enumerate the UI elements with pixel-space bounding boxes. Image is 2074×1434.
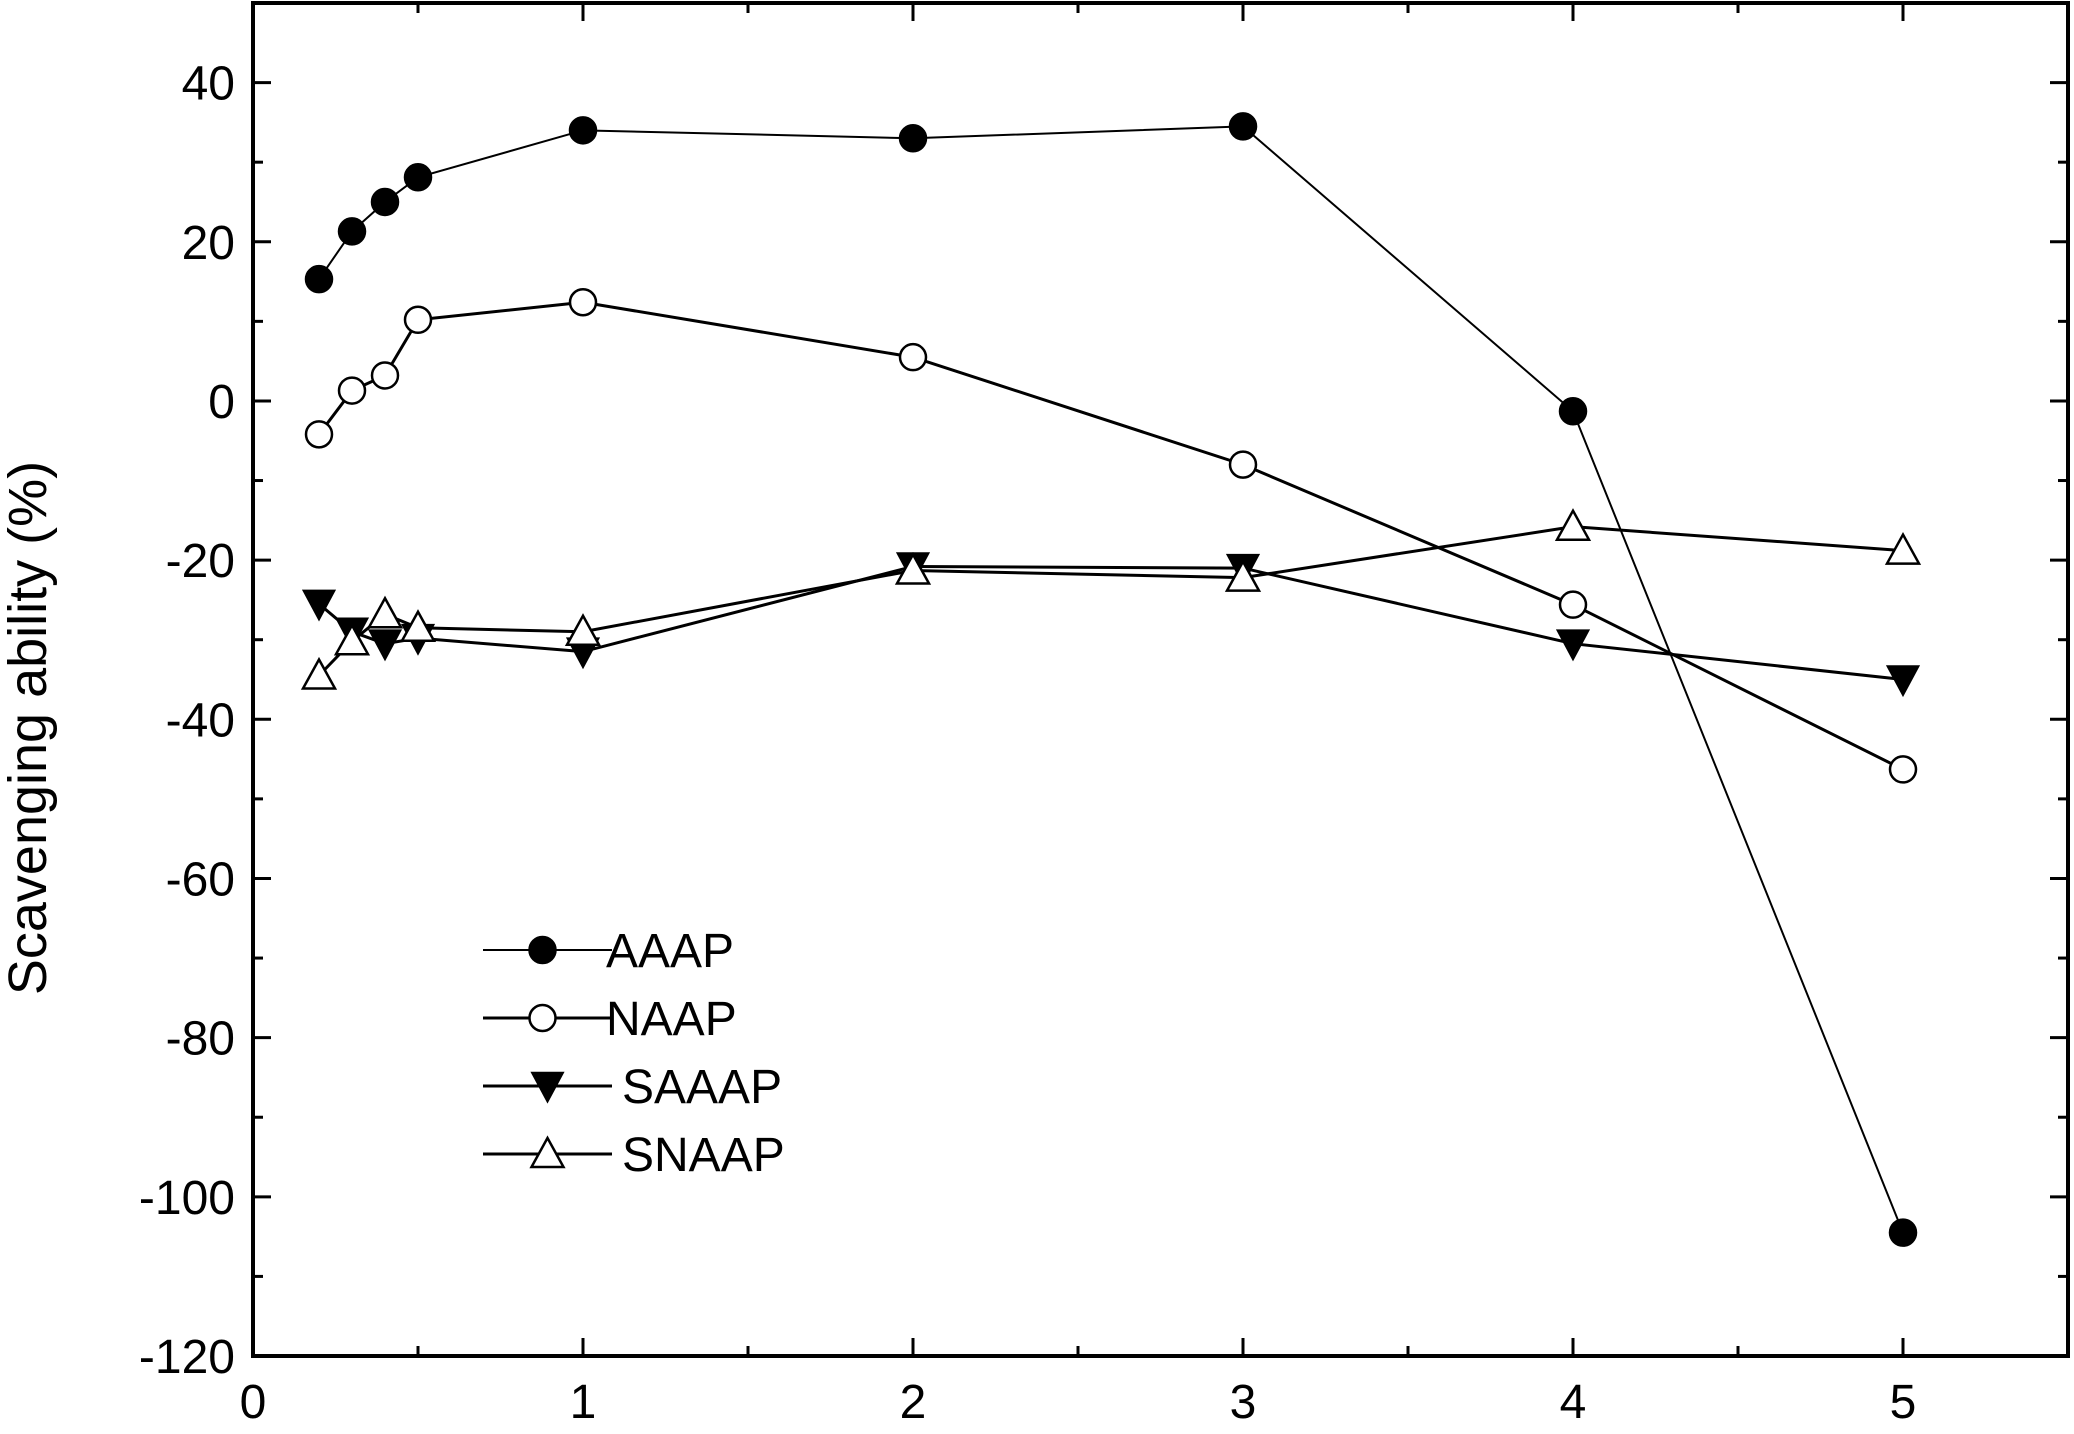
legend-item-naap: NAAP	[483, 993, 737, 1046]
x-axis-ticks: 0 1 2 3 4 5	[240, 3, 1917, 1429]
legend-label: SAAAP	[622, 1061, 782, 1114]
legend-item-aaap: AAAP	[483, 925, 734, 978]
data-point-saaap	[1885, 665, 1921, 698]
series-line-naap	[317, 300, 1904, 771]
data-point-aaap	[568, 116, 598, 145]
x-tick-label: 3	[1230, 1376, 1257, 1429]
data-point-naap	[370, 361, 400, 390]
y-tick-label: -100	[139, 1172, 235, 1225]
x-tick-label: 0	[240, 1376, 267, 1429]
data-point-naap	[1228, 450, 1258, 479]
y-tick-label: 20	[182, 217, 235, 270]
data-point-snaap	[399, 609, 437, 643]
data-point-aaap	[1888, 1218, 1918, 1247]
x-tick-label: 1	[570, 1376, 597, 1429]
legend-item-snaap: SNAAP	[483, 1129, 785, 1182]
data-point-naap	[568, 288, 598, 317]
data-point-saaap	[301, 589, 337, 622]
y-tick-label: -120	[139, 1331, 235, 1384]
y-axis-title: Scavenging ability (%)	[0, 461, 58, 995]
series-line-aaap	[318, 125, 1904, 1234]
legend-label: NAAP	[606, 993, 737, 1046]
legend-item-saaap: SAAAP	[483, 1061, 782, 1114]
x-tick-label: 4	[1560, 1376, 1587, 1429]
data-point-aaap	[304, 264, 334, 294]
y-tick-label: -20	[166, 535, 235, 588]
y-tick-label: -60	[166, 853, 235, 906]
data-point-aaap	[403, 163, 433, 192]
data-point-saaap	[1555, 629, 1591, 662]
legend-marker	[528, 1003, 557, 1033]
data-point-naap	[1558, 590, 1588, 619]
data-point-aaap	[370, 187, 400, 217]
data-point-aaap	[337, 217, 367, 246]
series-layer	[300, 112, 1922, 1247]
data-point-naap	[337, 376, 367, 405]
data-point-snaap	[1554, 508, 1592, 541]
series-aaap	[304, 112, 1918, 1247]
y-tick-label: -80	[166, 1013, 235, 1066]
series-snaap	[300, 508, 1922, 690]
legend-marker	[529, 1135, 566, 1169]
data-point-snaap	[333, 622, 371, 656]
legend-label: SNAAP	[622, 1129, 785, 1182]
data-point-snaap	[300, 656, 338, 690]
data-point-aaap	[1558, 397, 1588, 426]
data-point-naap	[304, 420, 334, 449]
data-point-naap	[403, 305, 433, 335]
y-tick-label: 40	[182, 58, 235, 111]
legend-marker	[530, 1071, 565, 1104]
legend-marker	[528, 935, 557, 965]
data-point-snaap	[1884, 531, 1922, 565]
data-point-aaap	[898, 124, 928, 153]
y-tick-label: 0	[208, 376, 235, 429]
x-tick-label: 2	[900, 1376, 927, 1429]
data-point-naap	[1888, 755, 1918, 784]
data-point-aaap	[1228, 112, 1258, 141]
data-point-naap	[898, 342, 928, 372]
plot-frame	[251, 1, 2070, 1358]
y-tick-label: -40	[166, 694, 235, 747]
data-point-snaap	[564, 613, 602, 646]
y-axis-ticks: -120 -100 -80 -60 -40 -20 0 20 40	[139, 58, 2068, 1384]
legend: AAAP NAAP SAAAP SNAAP	[483, 925, 785, 1182]
data-point-snaap	[366, 595, 404, 629]
x-tick-label: 5	[1890, 1376, 1917, 1429]
series-naap	[304, 288, 1918, 784]
data-point-snaap	[1224, 559, 1262, 592]
data-point-saaap	[367, 629, 403, 662]
data-point-snaap	[894, 551, 932, 585]
series-line-saaap	[318, 564, 1904, 681]
legend-label: AAAP	[606, 925, 734, 978]
